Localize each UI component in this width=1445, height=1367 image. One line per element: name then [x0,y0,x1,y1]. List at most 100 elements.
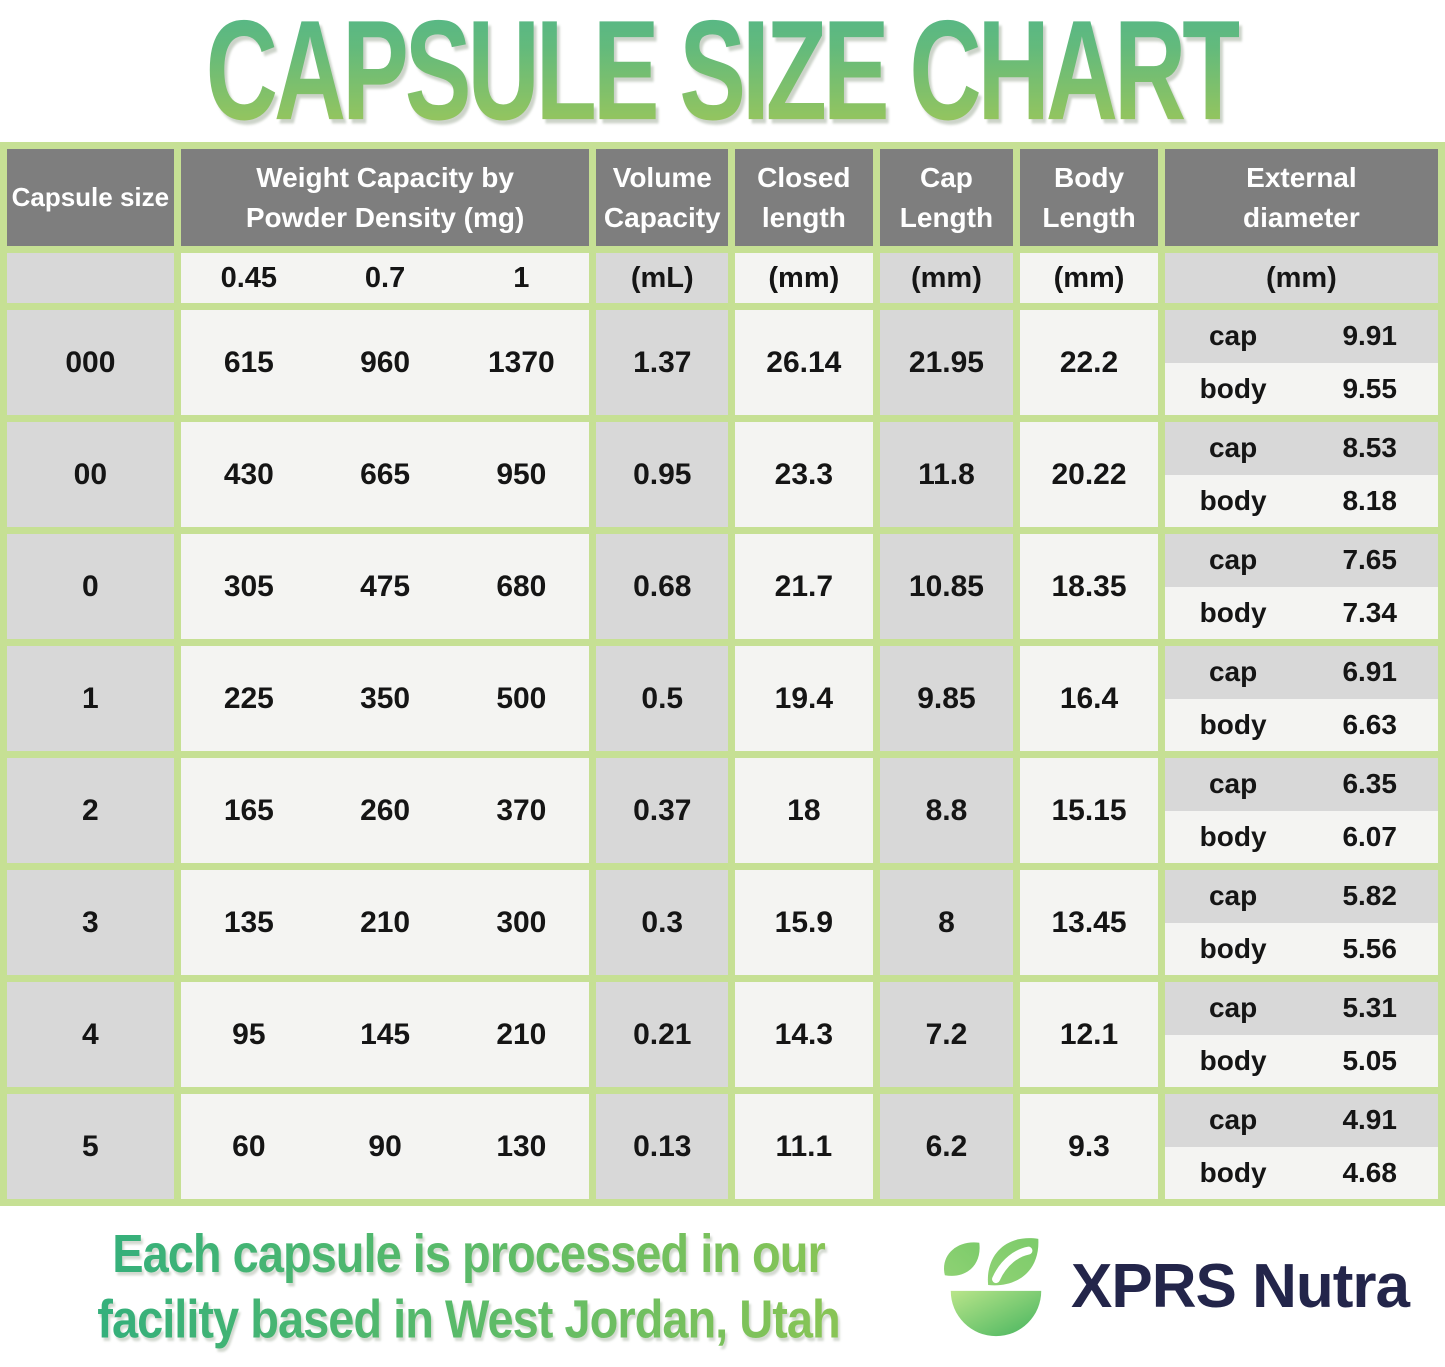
cap-length-cell: 7.2 [879,982,1014,1087]
weight-07-value: 960 [360,345,411,379]
units-density-045: 0.45 [220,261,278,294]
table-row: 00 430 665 950 0.95 23.3 11.8 20.22 cap … [7,422,1438,527]
body-length-value: 15.15 [1051,793,1127,827]
external-body-value: 6.07 [1342,820,1397,852]
weight-07-value: 665 [360,457,411,491]
capsule-size-cell: 5 [7,1094,174,1199]
body-length-cell: 20.22 [1020,422,1158,527]
weight-1-value: 210 [496,1017,547,1051]
external-diameter-cell: cap 8.53 body 8.18 [1164,422,1438,527]
units-cap-cell: (mm) [879,253,1014,303]
units-volume-cell: (mL) [596,253,729,303]
external-cap-label: cap [1208,320,1258,352]
volume-value: 0.68 [633,569,692,603]
body-length-cell: 9.3 [1020,1094,1158,1199]
external-body-value: 4.68 [1342,1156,1397,1188]
weight-07-value: 475 [360,569,411,603]
closed-length-cell: 21.7 [735,534,873,639]
table-row: 3 135 210 300 0.3 15.9 8 13.45 cap 5.82 … [7,870,1438,975]
external-body-label: body [1199,372,1267,404]
external-body-subrow: body 4.68 [1164,1146,1438,1199]
external-diameter-cell: cap 9.91 body 9.55 [1164,310,1438,415]
weight-capacity-cell: 60 90 130 [180,1094,590,1199]
brand-logo: XPRS Nutra [937,1228,1445,1346]
header-external-diameter-label: External diameter [1243,162,1360,233]
capsule-size-cell: 00 [7,422,174,527]
weight-045-value: 305 [223,569,274,603]
volume-cell: 0.21 [596,982,729,1087]
table-row: 2 165 260 370 0.37 18 8.8 15.15 cap 6.35… [7,758,1438,863]
capsule-size-cell: 4 [7,982,174,1087]
closed-length-cell: 26.14 [735,310,873,415]
external-cap-subrow: cap 8.53 [1164,422,1438,475]
weight-045-value: 95 [232,1017,266,1051]
weight-1-value: 130 [496,1129,547,1163]
external-body-value: 5.56 [1342,932,1397,964]
weight-capacity-cell: 95 145 210 [180,982,590,1087]
weight-capacity-cell: 135 210 300 [180,870,590,975]
external-diameter-cell: cap 6.35 body 6.07 [1164,758,1438,863]
closed-length-cell: 23.3 [735,422,873,527]
cap-length-cell: 8.8 [879,758,1014,863]
cap-length-cell: 11.8 [879,422,1014,527]
external-body-subrow: body 6.63 [1164,698,1438,751]
cap-length-cell: 8 [879,870,1014,975]
volume-value: 0.3 [641,905,684,939]
external-body-label: body [1199,1044,1267,1076]
external-cap-value: 6.35 [1342,768,1397,800]
closed-length-cell: 11.1 [735,1094,873,1199]
units-density-cell: 0.45 0.7 1 [180,253,590,303]
volume-cell: 1.37 [596,310,729,415]
closed-length-value: 14.3 [774,1017,834,1051]
capsule-size-value: 00 [73,457,108,491]
weight-07-value: 350 [360,681,411,715]
cap-length-cell: 6.2 [879,1094,1014,1199]
volume-value: 1.37 [633,345,692,379]
table-row: 5 60 90 130 0.13 11.1 6.2 9.3 cap 4.91 b… [7,1094,1438,1199]
table-row: 1 225 350 500 0.5 19.4 9.85 16.4 cap 6.9… [7,646,1438,751]
external-diameter-cell: cap 5.31 body 5.05 [1164,982,1438,1087]
external-cap-subrow: cap 5.31 [1164,982,1438,1035]
weight-07-value: 90 [368,1129,402,1163]
closed-length-cell: 19.4 [735,646,873,751]
external-cap-label: cap [1208,432,1258,464]
external-body-subrow: body 6.07 [1164,810,1438,863]
header-volume-capacity: Volume Capacity [596,149,729,246]
capsule-size-value: 5 [82,1129,99,1163]
external-body-value: 9.55 [1342,372,1397,404]
volume-value: 0.37 [633,793,692,827]
external-body-label: body [1199,1156,1267,1188]
weight-1-value: 1370 [487,345,555,379]
weight-capacity-cell: 430 665 950 [180,422,590,527]
cap-length-value: 11.8 [918,457,975,491]
cap-length-value: 8 [938,905,955,939]
table-row: 000 615 960 1370 1.37 26.14 21.95 22.2 c… [7,310,1438,415]
units-density-07: 0.7 [364,261,406,294]
body-length-value: 22.2 [1059,345,1119,379]
weight-045-value: 615 [223,345,274,379]
header-capsule-size: Capsule size [7,149,174,246]
external-body-value: 7.34 [1342,596,1397,628]
external-body-label: body [1199,708,1267,740]
header-weight-capacity-label: Weight Capacity by Powder Density (mg) [245,162,525,233]
body-length-cell: 18.35 [1020,534,1158,639]
external-diameter-cell: cap 4.91 body 4.68 [1164,1094,1438,1199]
external-cap-value: 9.91 [1342,320,1397,352]
tagline-line1: Each capsule is processed in our [0,1221,937,1287]
header-weight-capacity: Weight Capacity by Powder Density (mg) [180,149,590,246]
header-volume-capacity-label: Volume Capacity [603,162,721,233]
closed-length-cell: 14.3 [735,982,873,1087]
weight-07-value: 260 [360,793,411,827]
external-body-subrow: body 9.55 [1164,362,1438,415]
closed-length-value: 21.7 [774,569,834,603]
units-external-cell: (mm) [1164,253,1438,303]
external-body-label: body [1199,596,1267,628]
tagline-line2: facility based in West Jordan, Utah [0,1287,937,1353]
external-cap-subrow: cap 6.35 [1164,758,1438,811]
closed-length-cell: 18 [735,758,873,863]
volume-cell: 0.95 [596,422,729,527]
cap-length-value: 10.85 [908,569,984,603]
page-header: CAPSULE SIZE CHART [0,0,1445,150]
volume-cell: 0.3 [596,870,729,975]
cap-length-cell: 9.85 [879,646,1014,751]
